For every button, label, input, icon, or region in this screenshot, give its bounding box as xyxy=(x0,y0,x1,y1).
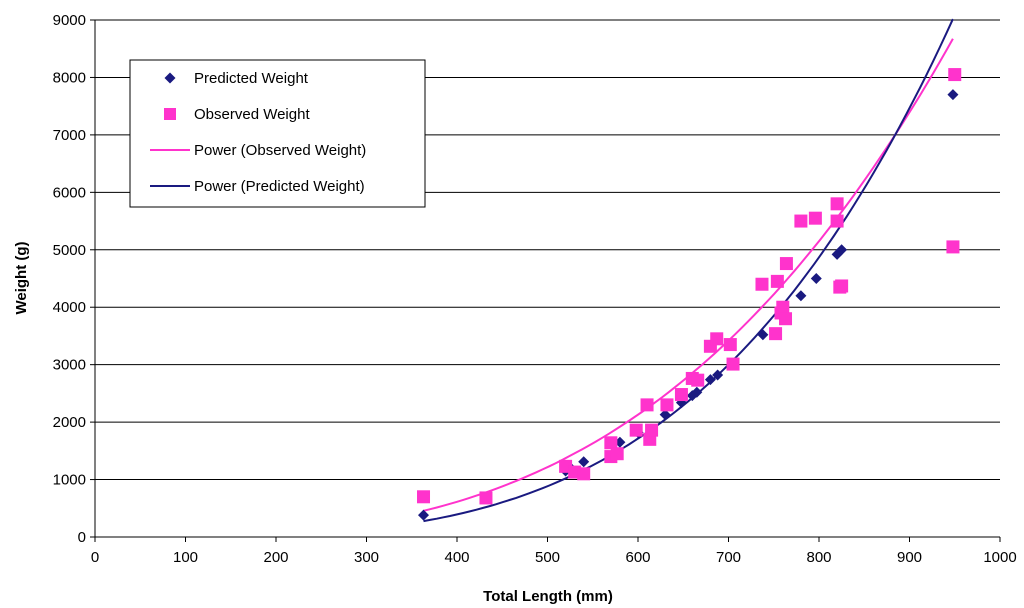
trendline-observed xyxy=(423,38,954,512)
observed-weight-point xyxy=(835,279,849,293)
predicted-weight-point xyxy=(691,386,703,398)
x-tick-label: 800 xyxy=(806,549,831,566)
observed-weight-point xyxy=(710,332,724,346)
x-tick-label: 900 xyxy=(897,549,922,566)
predicted-weight-point xyxy=(704,374,716,386)
x-tick-label: 700 xyxy=(716,549,741,566)
predicted-weight-point xyxy=(947,89,959,101)
legend-box xyxy=(129,59,426,208)
observed-weight-point xyxy=(776,300,790,314)
observed-weight-point xyxy=(779,312,793,326)
observed-weight-point xyxy=(755,277,769,291)
observed-weight-point xyxy=(640,398,654,412)
legend-label: Predicted Weight xyxy=(194,70,309,87)
predicted-weight-point xyxy=(795,290,807,302)
legend: Predicted Weight Observed Weight Power (Ob… xyxy=(129,59,426,208)
x-tick-label: 0 xyxy=(91,549,99,566)
y-tick-label: 2000 xyxy=(53,414,86,431)
observed-weight-point xyxy=(808,211,822,225)
observed-weight-point xyxy=(794,214,808,228)
x-tick-label: 300 xyxy=(354,549,379,566)
observed-weight-point xyxy=(479,491,493,505)
data-points xyxy=(417,68,962,521)
tick-labels: 0 1000 2000 3000 4000 5000 6000 7000 8000 9000 0 10… xyxy=(53,12,1017,566)
x-tick-label: 600 xyxy=(625,549,650,566)
observed-weight-point xyxy=(948,68,962,82)
x-tick-label: 500 xyxy=(535,549,560,566)
observed-weight-point xyxy=(645,423,659,437)
x-axis-title: Total Length (mm) xyxy=(483,588,613,605)
observed-weight-point xyxy=(830,214,844,228)
legend-swatch-predicted xyxy=(164,72,176,84)
y-tick-label: 8000 xyxy=(53,69,86,86)
observed-weight-point xyxy=(770,274,784,288)
legend-swatch-observed xyxy=(164,108,176,120)
observed-weight-point xyxy=(946,240,960,254)
predicted-weight-point xyxy=(418,509,430,521)
observed-weight-point xyxy=(629,423,643,437)
predicted-weight-point xyxy=(836,244,848,256)
predicted-weight-point xyxy=(712,369,724,381)
x-tick-label: 1000 xyxy=(983,549,1016,566)
y-tick-label: 3000 xyxy=(53,357,86,374)
observed-weight-point xyxy=(769,327,783,341)
observed-weight-point xyxy=(674,388,688,402)
observed-weight-point xyxy=(691,373,705,387)
observed-weight-point xyxy=(830,197,844,211)
observed-weight-point xyxy=(723,338,737,352)
trendlines xyxy=(423,18,954,523)
x-tick-label: 100 xyxy=(173,549,198,566)
y-tick-label: 0 xyxy=(78,529,86,546)
observed-weight-point xyxy=(660,398,674,412)
observed-weight-point xyxy=(604,436,618,450)
y-tick-label: 4000 xyxy=(53,299,86,316)
legend-label: Observed Weight xyxy=(194,106,310,123)
legend-label: Power (Predicted Weight) xyxy=(194,178,365,195)
observed-weight-point xyxy=(417,490,431,504)
axes xyxy=(90,19,1001,542)
predicted-weight-point xyxy=(810,273,822,284)
y-tick-label: 6000 xyxy=(53,184,86,201)
observed-weight-point xyxy=(779,257,793,271)
y-axis-title: Weight (g) xyxy=(13,241,30,314)
observed-weight-point xyxy=(577,467,591,481)
predicted-weight-point xyxy=(578,456,590,468)
y-tick-label: 9000 xyxy=(53,12,86,29)
y-tick-label: 5000 xyxy=(53,242,86,259)
x-tick-label: 400 xyxy=(444,549,469,566)
x-tick-label: 200 xyxy=(263,549,288,566)
y-tick-label: 1000 xyxy=(53,472,86,489)
trendline-predicted xyxy=(423,18,954,523)
observed-weight-point xyxy=(726,357,740,371)
y-tick-label: 7000 xyxy=(53,127,86,144)
predicted-weight-point xyxy=(757,329,769,341)
predicted-weight-point xyxy=(659,409,671,421)
legend-label: Power (Observed Weight) xyxy=(194,142,366,159)
observed-weight-point xyxy=(610,447,624,461)
